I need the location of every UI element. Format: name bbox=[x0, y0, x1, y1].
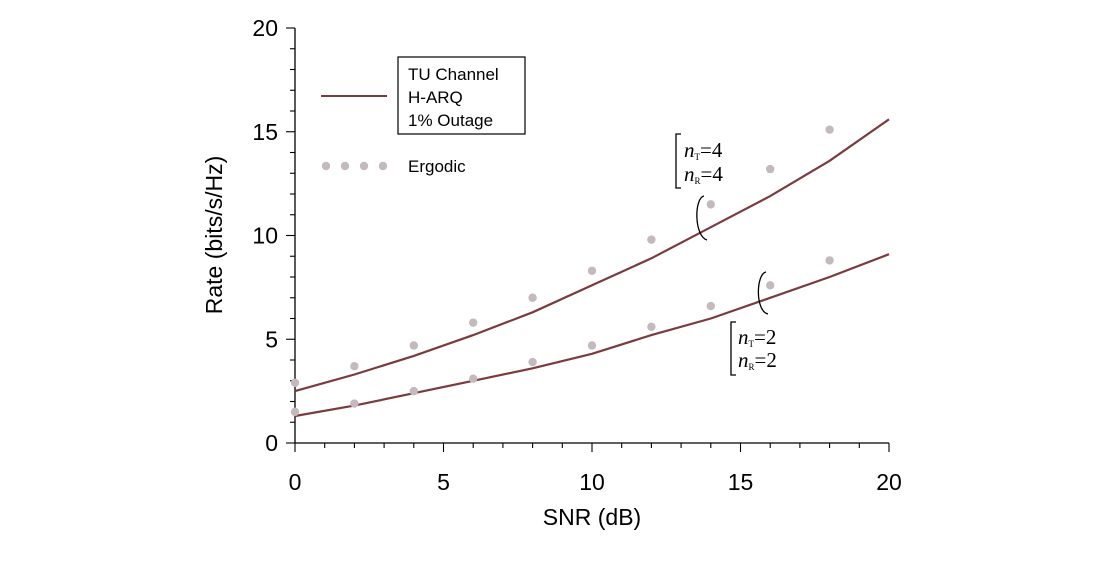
legend-marker-dot bbox=[359, 161, 369, 171]
ergodic-point-2x2 bbox=[587, 341, 597, 350]
ergodic-point-2x2 bbox=[409, 386, 418, 396]
ergodic-point-4x4 bbox=[350, 362, 359, 371]
ergodic-point-4x4 bbox=[647, 235, 656, 244]
x-tick-label: 10 bbox=[579, 469, 605, 495]
ergodic-point-2x2 bbox=[706, 301, 715, 311]
annotation-2x2-line-1-value: =2 bbox=[754, 325, 776, 349]
ergodic-point-2x2 bbox=[528, 357, 537, 367]
annotation-4x4-line-1: nT=4 bbox=[684, 138, 723, 162]
annotation-2x2: nT=2 nR=2 bbox=[730, 271, 777, 376]
annotation-2x2-line-1-base: n bbox=[738, 325, 749, 349]
legend-marker-dot bbox=[340, 161, 350, 171]
legend-line-label-1: TU Channel bbox=[408, 65, 499, 84]
ergodic-point-2x2 bbox=[290, 407, 300, 417]
ergodic-point-2x2 bbox=[766, 281, 775, 290]
legend-marker-dot bbox=[321, 161, 331, 171]
legend-marker-label: Ergodic bbox=[408, 157, 466, 176]
tick-marks bbox=[286, 27, 890, 452]
y-axis-label: Rate (bits/s/Hz) bbox=[201, 156, 227, 314]
x-axis-label: SNR (dB) bbox=[543, 504, 641, 530]
annotation-2x2-line-2-base: n bbox=[738, 348, 749, 372]
ergodic-point-4x4 bbox=[825, 125, 834, 134]
legend-line-label-2: H-ARQ bbox=[408, 88, 463, 107]
y-tick-label: 20 bbox=[252, 15, 278, 41]
ergodic-point-4x4 bbox=[528, 293, 537, 302]
legend-box bbox=[397, 56, 526, 135]
ergodic-point-2x2 bbox=[647, 322, 656, 331]
annotation-4x4-line-2: nR=4 bbox=[684, 162, 723, 186]
annotation-4x4-line-2-value: =4 bbox=[701, 162, 724, 186]
legend: TU Channel H-ARQ 1% Outage Ergodic bbox=[321, 56, 526, 176]
ergodic-point-4x4 bbox=[587, 266, 597, 275]
y-tick-label: 15 bbox=[252, 119, 278, 145]
y-tick-label: 0 bbox=[265, 430, 278, 456]
ergodic-point-2x2 bbox=[469, 374, 478, 383]
annotation-2x2-line-2-value: =2 bbox=[755, 348, 777, 372]
annotation-4x4-line-2-sub: R bbox=[695, 176, 701, 186]
annotation-4x4-line-1-base: n bbox=[684, 138, 695, 162]
x-tick-label: 15 bbox=[728, 469, 754, 495]
annotation-4x4-ellipse bbox=[696, 195, 708, 241]
series-line-4x4 bbox=[294, 118, 890, 393]
ergodic-point-4x4 bbox=[706, 200, 715, 209]
legend-marker-dot bbox=[378, 161, 388, 171]
annotation-2x2-ellipse bbox=[757, 271, 769, 315]
annotation-2x2-bracket bbox=[730, 321, 736, 376]
annotation-4x4-line-2-base: n bbox=[684, 162, 695, 186]
ergodic-point-2x2 bbox=[350, 399, 359, 408]
ergodic-point-4x4 bbox=[290, 378, 300, 388]
x-tick-label: 20 bbox=[876, 469, 902, 495]
x-tick-label: 5 bbox=[437, 469, 450, 495]
annotation-2x2-line-2-sub: R bbox=[749, 362, 755, 372]
annotation-4x4-line-1-value: =4 bbox=[700, 138, 723, 162]
annotation-2x2-line-1-sub: T bbox=[749, 339, 755, 349]
ergodic-point-4x4 bbox=[409, 341, 418, 350]
ergodic-point-4x4 bbox=[469, 318, 478, 327]
ergodic-point-4x4 bbox=[766, 164, 775, 174]
y-tick-label: 5 bbox=[265, 326, 278, 352]
tick-labels: 0 5 10 15 20 0 5 10 15 20 bbox=[252, 15, 901, 495]
annotation-4x4-line-1-sub: T bbox=[695, 152, 701, 162]
x-tick-label: 0 bbox=[289, 469, 302, 495]
axes bbox=[294, 28, 889, 444]
legend-line-label-3: 1% Outage bbox=[408, 111, 493, 130]
annotation-2x2-line-1: nT=2 bbox=[738, 325, 776, 349]
annotation-4x4-bracket bbox=[675, 133, 681, 189]
ergodic-point-2x2 bbox=[825, 256, 834, 265]
legend-marker-swatch bbox=[321, 161, 388, 171]
annotation-4x4: nT=4 nR=4 bbox=[675, 133, 723, 241]
series-layer bbox=[290, 118, 890, 418]
y-tick-label: 10 bbox=[252, 223, 278, 249]
annotation-2x2-line-2: nR=2 bbox=[738, 348, 777, 372]
series-line-2x2 bbox=[294, 253, 890, 418]
